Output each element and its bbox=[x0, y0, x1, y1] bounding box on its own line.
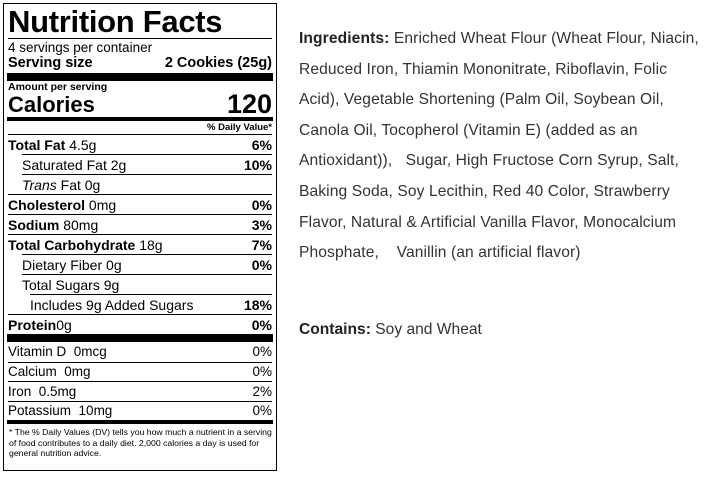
nutrient-name: Sodium bbox=[8, 216, 60, 233]
daily-value-header: % Daily Value* bbox=[207, 122, 272, 133]
vitamin-amount: 0mg bbox=[64, 364, 91, 380]
nutrient-amount: 4.5g bbox=[69, 136, 97, 153]
nutrient-row-cholesterol: Cholesterol 0mg 0% bbox=[8, 194, 272, 214]
calories-row: Calories 120 bbox=[8, 89, 272, 119]
vitamin-row-potassium: Potassium 10mg 0% bbox=[8, 400, 272, 421]
nutrient-name: Total Fat bbox=[8, 136, 66, 153]
contains-heading: Contains: bbox=[299, 321, 371, 338]
vitamin-name: Iron bbox=[8, 383, 32, 399]
vitamin-name: Potassium bbox=[8, 403, 72, 419]
nutrient-amount: 18g bbox=[139, 236, 163, 253]
nutrient-name: Dietary Fiber bbox=[22, 256, 103, 273]
vitamin-name: Calcium bbox=[8, 364, 57, 380]
medium-divider bbox=[7, 117, 273, 121]
nutrient-dv: 0% bbox=[251, 316, 272, 333]
vitamin-amount: 10mg bbox=[78, 403, 113, 419]
nutrient-row-protein: Protein0g 0% bbox=[8, 314, 272, 334]
calories-value: 120 bbox=[226, 89, 272, 119]
nutrient-row-trans-fat: Trans Fat 0g bbox=[22, 174, 272, 194]
nutrient-amount: 0mg bbox=[88, 196, 117, 213]
vitamin-dv: 2% bbox=[252, 383, 272, 399]
nutrient-amount: 0g bbox=[106, 256, 122, 273]
nutrient-dv: 0% bbox=[251, 196, 272, 213]
nutrient-dv: 6% bbox=[251, 136, 272, 153]
nutrient-name: Includes 9g Added Sugars bbox=[30, 296, 194, 313]
nutrient-amount: 0g bbox=[84, 176, 101, 193]
nutrient-name: Total Carbohydrate bbox=[8, 236, 136, 253]
nutrient-name: Trans bbox=[22, 176, 57, 193]
vitamin-amount: 0mcg bbox=[73, 344, 107, 360]
divider bbox=[8, 38, 272, 39]
nutrient-dv: 10% bbox=[243, 156, 272, 173]
label-title: Nutrition Facts bbox=[8, 4, 223, 39]
nutrient-name: Cholesterol bbox=[8, 196, 86, 213]
vitamin-dv: 0% bbox=[252, 364, 272, 380]
nutrient-dv: 0% bbox=[251, 256, 272, 273]
thick-divider bbox=[7, 73, 273, 81]
nutrient-name-suffix: Fat bbox=[56, 176, 81, 193]
nutrient-amount: 0g bbox=[56, 316, 72, 333]
nutrient-amount: 80mg bbox=[63, 216, 99, 233]
nutrient-row-total-fat: Total Fat 4.5g 6% bbox=[8, 134, 272, 154]
vitamin-name: Vitamin D bbox=[8, 344, 67, 360]
vitamin-dv: 0% bbox=[252, 403, 272, 419]
ingredients-text: Enriched Wheat Flour (Wheat Flour, Niaci… bbox=[299, 30, 704, 262]
ingredients-block: Ingredients: Enriched Wheat Flour (Wheat… bbox=[299, 24, 699, 269]
footnote: * The % Daily Values (DV) tells you how … bbox=[9, 427, 272, 458]
vitamin-row-iron: Iron 0.5mg 2% bbox=[8, 381, 272, 401]
contains-block: Contains: Soy and Wheat bbox=[299, 315, 482, 345]
nutrient-row-total-carbohydrate: Total Carbohydrate 18g 7% bbox=[8, 234, 272, 254]
servings-per-container: 4 servings per container bbox=[8, 40, 153, 55]
vitamin-amount: 0.5mg bbox=[38, 383, 77, 399]
ingredients-heading: Ingredients: bbox=[299, 30, 390, 47]
nutrient-row-saturated-fat: Saturated Fat 2g 10% bbox=[22, 154, 272, 174]
nutrition-facts-label: Nutrition Facts 4 servings per container… bbox=[3, 3, 277, 471]
vitamin-dv: 0% bbox=[252, 344, 272, 360]
nutrient-row-dietary-fiber: Dietary Fiber 0g 0% bbox=[22, 254, 272, 274]
nutrient-dv: 18% bbox=[243, 296, 272, 313]
thick-divider bbox=[7, 334, 273, 342]
nutrient-amount: 9g bbox=[103, 276, 120, 293]
calories-label: Calories bbox=[8, 92, 95, 117]
serving-size-value: 2 Cookies (25g) bbox=[164, 55, 272, 71]
vitamin-row-vitamin-d: Vitamin D 0mcg 0% bbox=[8, 342, 272, 362]
serving-size-row: Serving size 2 Cookies (25g) bbox=[8, 55, 272, 72]
nutrient-row-total-sugars: Total Sugars 9g bbox=[22, 274, 272, 294]
nutrient-amount: 2g bbox=[110, 156, 127, 173]
contains-text: Soy and Wheat bbox=[375, 321, 482, 338]
nutrient-name: Protein bbox=[8, 316, 57, 333]
serving-size-label: Serving size bbox=[8, 55, 93, 71]
nutrient-row-sodium: Sodium 80mg 3% bbox=[8, 214, 272, 234]
nutrient-name: Saturated Fat bbox=[22, 156, 107, 173]
amount-per-serving: Amount per serving bbox=[8, 81, 108, 93]
nutrient-dv: 7% bbox=[251, 236, 272, 253]
footnote-section: * The % Daily Values (DV) tells you how … bbox=[7, 420, 273, 459]
nutrient-dv: 3% bbox=[251, 216, 272, 233]
nutrient-name: Total Sugars bbox=[22, 276, 100, 293]
vitamins-section: Vitamin D 0mcg 0% Calcium 0mg 0% Iron 0.… bbox=[8, 342, 272, 420]
vitamin-row-calcium: Calcium 0mg 0% bbox=[8, 361, 272, 382]
nutrient-row-added-sugars: Includes 9g Added Sugars 18% bbox=[30, 294, 272, 314]
